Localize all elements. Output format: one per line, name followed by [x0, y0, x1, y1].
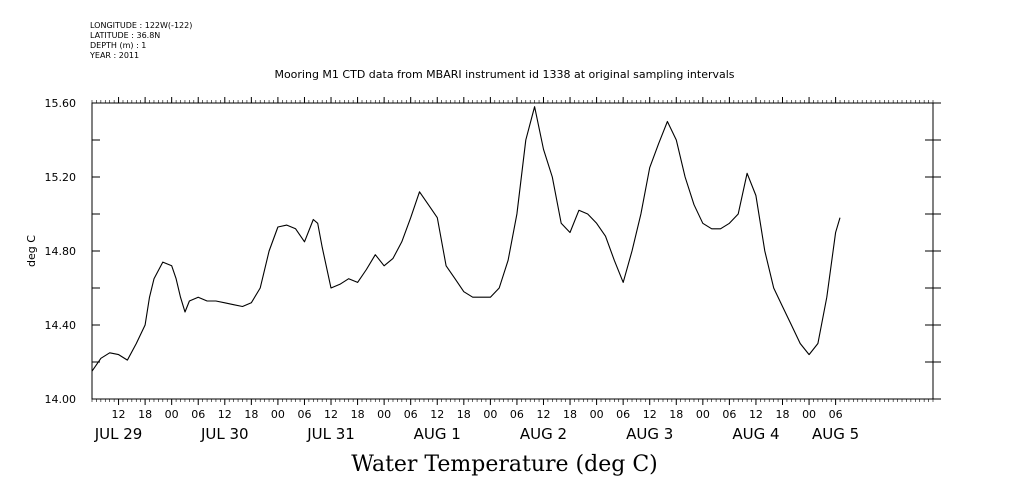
- x-day-label: AUG 4: [732, 425, 779, 443]
- metadata-block: LONGITUDE : 122W(-122) LATITUDE : 36.8N …: [90, 21, 192, 61]
- x-day-label: AUG 5: [812, 425, 859, 443]
- x-tick-label: 12: [430, 408, 444, 421]
- y-tick-label: 15.60: [45, 97, 77, 110]
- longitude-label: LONGITUDE : 122W(-122): [90, 21, 193, 30]
- plot-frame: [91, 102, 934, 400]
- x-tick-label: 06: [297, 408, 311, 421]
- x-tick-label: 00: [696, 408, 710, 421]
- x-day-label: JUL 30: [200, 425, 249, 443]
- x-day-label: JUL 31: [306, 425, 355, 443]
- x-tick-label: 12: [218, 408, 232, 421]
- x-tick-label: 12: [749, 408, 763, 421]
- x-tick-label: 12: [536, 408, 550, 421]
- x-day-label: AUG 3: [626, 425, 673, 443]
- x-tick-label: 18: [669, 408, 683, 421]
- x-tick-label: 18: [351, 408, 365, 421]
- y-tick-label: 14.00: [45, 393, 77, 406]
- x-day-label: AUG 2: [520, 425, 567, 443]
- year-label: YEAR : 2011: [90, 51, 140, 60]
- x-tick-label: 06: [722, 408, 736, 421]
- x-tick-label: 00: [483, 408, 497, 421]
- x-tick-label: 00: [590, 408, 604, 421]
- bottom-title: Water Temperature (deg C): [351, 452, 658, 477]
- x-day-label: AUG 1: [414, 425, 461, 443]
- x-day-label: JUL 29: [94, 425, 143, 443]
- temperature-series-line: [91, 106, 841, 372]
- x-tick-label: 00: [802, 408, 816, 421]
- x-tick-label: 06: [510, 408, 524, 421]
- x-tick-label: 18: [138, 408, 152, 421]
- chart-title: Mooring M1 CTD data from MBARI instrumen…: [274, 68, 735, 81]
- x-tick-label: 00: [271, 408, 285, 421]
- x-tick-label: 18: [244, 408, 258, 421]
- x-tick-label: 12: [324, 408, 338, 421]
- x-tick-label: 06: [616, 408, 630, 421]
- x-tick-label: 06: [191, 408, 205, 421]
- x-tick-label: 06: [829, 408, 843, 421]
- y-tick-label: 15.20: [45, 171, 77, 184]
- x-tick-label: 00: [165, 408, 179, 421]
- y-axis-label: deg C: [25, 235, 38, 267]
- y-tick-label: 14.40: [45, 319, 77, 332]
- x-tick-label: 12: [112, 408, 126, 421]
- x-tick-label: 06: [404, 408, 418, 421]
- line-chart: 12 18 00 06 12 18 00 06 12 18 00 06 12 18 00 06 12 18 00 06…: [25, 97, 941, 443]
- x-tick-label: 12: [643, 408, 657, 421]
- y-tick-label: 14.80: [45, 245, 77, 258]
- latitude-label: LATITUDE : 36.8N: [90, 31, 161, 40]
- depth-label: DEPTH (m) : 1: [90, 41, 147, 50]
- x-tick-label: 18: [563, 408, 577, 421]
- x-tick-label: 18: [776, 408, 790, 421]
- x-tick-label: 18: [457, 408, 471, 421]
- x-tick-label: 00: [377, 408, 391, 421]
